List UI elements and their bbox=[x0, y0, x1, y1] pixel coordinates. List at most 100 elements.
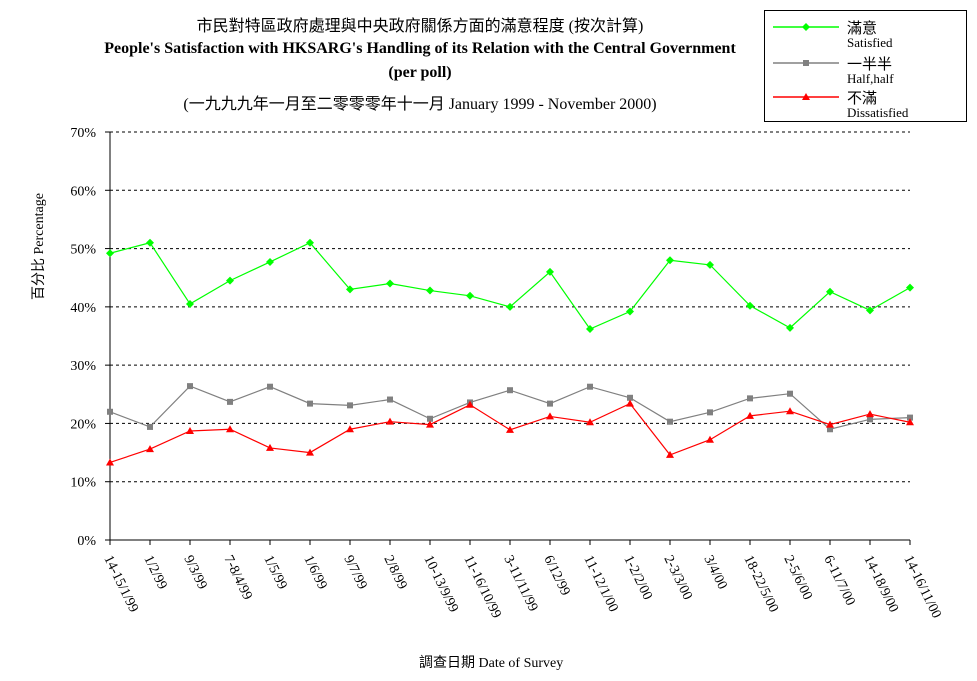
legend-label-dissatisfied-en: Dissatisfied bbox=[847, 105, 909, 120]
point-half-half bbox=[587, 383, 593, 390]
legend-label-dissatisfied-zh: 不滿 bbox=[847, 91, 878, 107]
x-tick-label: 2-5/6/00 bbox=[780, 553, 814, 602]
point-dissatisfied bbox=[426, 420, 434, 428]
point-satisfied bbox=[866, 306, 874, 315]
legend-label-satisfied-en: Satisfied bbox=[847, 35, 893, 50]
point-satisfied bbox=[426, 286, 434, 295]
point-dissatisfied bbox=[906, 418, 914, 426]
point-half-half bbox=[907, 414, 913, 421]
point-dissatisfied bbox=[386, 417, 394, 425]
point-satisfied bbox=[626, 307, 634, 316]
legend-marker-halfhalf bbox=[773, 60, 839, 66]
x-tick-label: 2-3/3/00 bbox=[660, 553, 694, 602]
legend-label-satisfied-zh: 滿意 bbox=[847, 21, 878, 37]
y-tick-label: 20% bbox=[70, 417, 96, 432]
chart-subtitle-en: People's Satisfaction with HKSARG's Hand… bbox=[104, 40, 736, 57]
point-satisfied bbox=[186, 299, 194, 308]
point-satisfied bbox=[546, 267, 554, 276]
point-dissatisfied bbox=[186, 427, 194, 435]
x-tick-label: 9/7/99 bbox=[340, 553, 369, 592]
point-dissatisfied bbox=[666, 450, 674, 458]
chart-title: 市民對特區政府處理與中央政府關係方面的滿意程度 (按次計算) bbox=[196, 18, 644, 35]
point-half-half bbox=[667, 418, 673, 425]
point-satisfied bbox=[266, 257, 274, 266]
legend-marker-satisfied bbox=[773, 23, 839, 31]
x-axis-label: 調查日期 Date of Survey bbox=[419, 656, 564, 671]
point-satisfied bbox=[346, 285, 354, 294]
point-dissatisfied bbox=[706, 435, 714, 443]
x-tick-label: 3-11/11/99 bbox=[500, 553, 540, 614]
point-half-half bbox=[747, 395, 753, 402]
x-tick-label: 9/3/99 bbox=[180, 553, 209, 592]
point-dissatisfied bbox=[306, 448, 314, 456]
point-dissatisfied bbox=[106, 458, 114, 466]
x-tick-label: 7-8/4/99 bbox=[220, 553, 254, 602]
x-tick-label: 3/4/00 bbox=[700, 553, 729, 592]
legend-entry-satisfied: 滿意 Satisfied bbox=[765, 17, 965, 53]
point-half-half bbox=[627, 394, 633, 401]
point-dissatisfied bbox=[586, 418, 594, 426]
point-dissatisfied bbox=[146, 445, 154, 453]
point-satisfied bbox=[306, 238, 314, 247]
point-half-half bbox=[347, 402, 353, 409]
y-tick-label: 50% bbox=[70, 243, 96, 258]
chart-legend: 滿意 Satisfied 一半半 Half,half 不滿 Dissatisfi… bbox=[764, 10, 967, 122]
point-satisfied bbox=[706, 260, 714, 269]
point-satisfied bbox=[666, 256, 674, 265]
point-satisfied bbox=[746, 301, 754, 310]
point-dissatisfied bbox=[266, 443, 274, 451]
point-half-half bbox=[707, 409, 713, 416]
point-half-half bbox=[267, 383, 273, 390]
point-dissatisfied bbox=[506, 425, 514, 433]
legend-label-halfhalf-en: Half,half bbox=[847, 71, 894, 86]
x-tick-label: 1/5/99 bbox=[260, 553, 289, 592]
point-half-half bbox=[867, 416, 873, 423]
point-half-half bbox=[147, 423, 153, 430]
point-dissatisfied bbox=[346, 425, 354, 433]
point-dissatisfied bbox=[826, 420, 834, 428]
point-satisfied bbox=[106, 249, 114, 258]
point-half-half bbox=[307, 400, 313, 407]
x-tick-label: 1/6/99 bbox=[300, 553, 329, 592]
x-tick-label: 10-13/9/99 bbox=[420, 553, 460, 615]
point-satisfied bbox=[906, 283, 914, 292]
y-tick-label: 70% bbox=[70, 126, 96, 141]
y-tick-label: 10% bbox=[70, 476, 96, 491]
point-half-half bbox=[547, 400, 553, 407]
point-satisfied bbox=[786, 323, 794, 332]
y-tick-label: 60% bbox=[70, 184, 96, 199]
x-tick-label: 18-22/5/00 bbox=[740, 553, 780, 615]
point-half-half bbox=[507, 387, 513, 394]
point-satisfied bbox=[226, 276, 234, 285]
point-satisfied bbox=[386, 279, 394, 288]
y-tick-label: 40% bbox=[70, 301, 96, 316]
point-half-half bbox=[787, 390, 793, 397]
point-satisfied bbox=[586, 325, 594, 334]
legend-label-halfhalf-zh: 一半半 bbox=[847, 57, 893, 73]
point-half-half bbox=[187, 383, 193, 390]
point-half-half bbox=[827, 426, 833, 433]
point-half-half bbox=[387, 396, 393, 403]
point-dissatisfied bbox=[546, 412, 554, 420]
chart-subtitle-period: (一九九九年一月至二零零零年十一月 January 1999 - Novembe… bbox=[183, 96, 657, 113]
x-tick-label: 1/2/99 bbox=[140, 553, 169, 592]
series-line-satisfied bbox=[109, 242, 911, 330]
point-dissatisfied bbox=[786, 407, 794, 415]
x-tick-label: 6/12/99 bbox=[540, 553, 572, 598]
y-tick-label: 30% bbox=[70, 359, 96, 374]
point-dissatisfied bbox=[466, 400, 474, 408]
legend-entry-dissatisfied: 不滿 Dissatisfied bbox=[765, 87, 965, 123]
x-tick-label: 6-11/7/00 bbox=[820, 553, 857, 608]
point-dissatisfied bbox=[626, 399, 634, 407]
legend-entry-halfhalf: 一半半 Half,half bbox=[765, 53, 965, 89]
chart-subtitle-per-poll: (per poll) bbox=[388, 64, 452, 81]
point-dissatisfied bbox=[866, 410, 874, 418]
point-half-half bbox=[427, 415, 433, 422]
x-tick-label: 14-18/9/00 bbox=[860, 553, 900, 615]
legend-marker-dissatisfied bbox=[773, 93, 839, 100]
point-half-half bbox=[227, 398, 233, 405]
x-tick-label: 14-15/1/99 bbox=[100, 553, 140, 615]
point-satisfied bbox=[826, 287, 834, 296]
point-satisfied bbox=[466, 291, 474, 300]
